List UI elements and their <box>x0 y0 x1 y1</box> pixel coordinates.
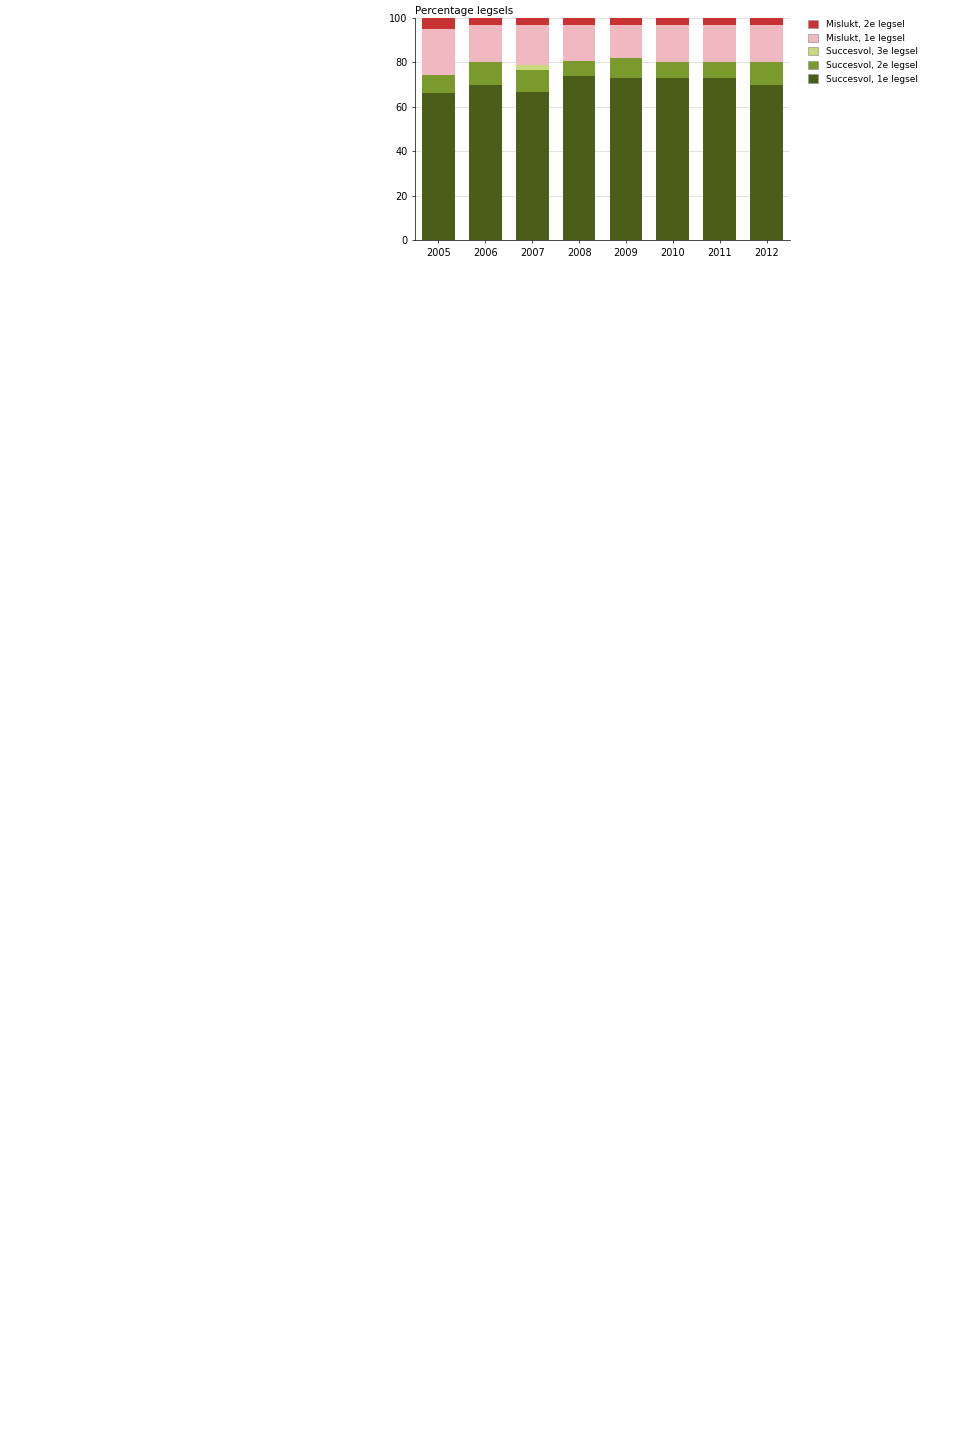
Bar <box>468 24 502 63</box>
Bar <box>704 79 736 240</box>
Bar <box>704 63 736 79</box>
Bar <box>422 30 455 74</box>
Bar <box>610 79 642 240</box>
Bar <box>516 66 548 70</box>
Bar <box>468 63 502 84</box>
Bar <box>422 74 455 93</box>
Bar <box>516 70 548 91</box>
Bar <box>750 24 783 63</box>
Bar <box>657 24 689 63</box>
Bar <box>468 84 502 240</box>
Bar <box>516 19 548 24</box>
Bar <box>704 19 736 24</box>
Bar <box>563 76 595 240</box>
Bar <box>610 59 642 79</box>
Bar <box>422 93 455 240</box>
Bar <box>610 24 642 59</box>
Bar <box>657 63 689 79</box>
Legend: Mislukt, 2e legsel, Mislukt, 1e legsel, Succesvol, 3e legsel, Succesvol, 2e legs: Mislukt, 2e legsel, Mislukt, 1e legsel, … <box>805 19 920 86</box>
Bar <box>563 60 595 76</box>
Bar <box>610 19 642 24</box>
Bar <box>563 24 595 60</box>
Bar <box>750 19 783 24</box>
Text: Percentage legsels: Percentage legsels <box>415 6 514 16</box>
Bar <box>422 19 455 30</box>
Bar <box>563 19 595 24</box>
Bar <box>468 19 502 24</box>
Bar <box>516 91 548 240</box>
Bar <box>750 84 783 240</box>
Bar <box>657 19 689 24</box>
Bar <box>704 24 736 63</box>
Bar <box>516 24 548 66</box>
Bar <box>657 79 689 240</box>
Bar <box>750 63 783 84</box>
